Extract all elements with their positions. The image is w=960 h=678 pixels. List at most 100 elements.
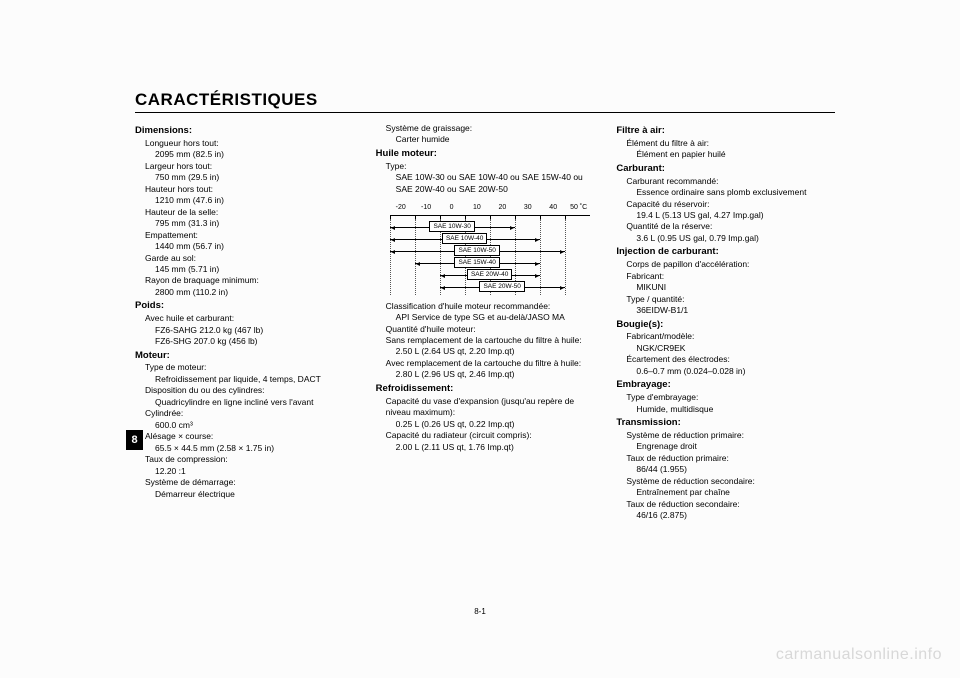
spec-value: Quadricylindre en ligne incliné vers l'a…: [135, 397, 354, 408]
spec-label: Disposition du ou des cylindres:: [135, 385, 354, 396]
spec-value: NGK/CR9EK: [616, 343, 835, 354]
spec-value: 36EIDW-B1/1: [616, 305, 835, 316]
spec-label: Quantité de la réserve:: [616, 221, 835, 232]
spec-label: Classification d'huile moteur recommandé…: [376, 301, 595, 312]
spec-value: 0.25 L (0.26 US qt, 0.22 Imp.qt): [376, 419, 595, 430]
axis-label: 20: [491, 203, 513, 212]
spec-label: Avec huile et carburant:: [135, 313, 354, 324]
col-2: Système de graissage: Carter humide Huil…: [376, 123, 595, 522]
spec-label: Fabricant/modèle:: [616, 331, 835, 342]
sect-transmission: Transmission:: [616, 417, 835, 430]
spec-value: 1210 mm (47.6 in): [135, 195, 354, 206]
spec-label: Quantité d'huile moteur:: [376, 324, 595, 335]
sect-bougie: Bougie(s):: [616, 319, 835, 332]
spec-value: API Service de type SG et au-delà/JASO M…: [376, 312, 595, 323]
spec-value: Engrenage droit: [616, 441, 835, 452]
spec-label: Garde au sol:: [135, 253, 354, 264]
spec-label: Alésage × course:: [135, 431, 354, 442]
spec-label: Taux de réduction secondaire:: [616, 499, 835, 510]
spec-value: 750 mm (29.5 in): [135, 172, 354, 183]
oil-bar-label: SAE 20W-40: [467, 269, 512, 280]
spec-label: Longueur hors tout:: [135, 138, 354, 149]
spec-label: Système de réduction primaire:: [616, 430, 835, 441]
oil-bar-label: SAE 10W-40: [442, 233, 487, 244]
spec-value: FZ6-SHG 207.0 kg (456 lb): [135, 336, 354, 347]
axis-label: -10: [415, 203, 437, 212]
axis-label: 10: [466, 203, 488, 212]
spec-label: Carburant recommandé:: [616, 176, 835, 187]
page-title: CARACTÉRISTIQUES: [135, 90, 835, 110]
spec-value: Entraînement par chaîne: [616, 487, 835, 498]
spec-value: SAE 10W-30 ou SAE 10W-40 ou SAE 15W-40 o…: [376, 172, 595, 195]
spec-label: Corps de papillon d'accélération:: [616, 259, 835, 270]
spec-label: Empattement:: [135, 230, 354, 241]
axis-label: 40: [542, 203, 564, 212]
oil-bar: SAE 15W-40: [415, 258, 540, 268]
spec-label: Système de démarrage:: [135, 477, 354, 488]
spec-label: Capacité du vase d'expansion (jusqu'au r…: [376, 396, 595, 419]
spec-label: Type / quantité:: [616, 294, 835, 305]
oil-bar: SAE 10W-40: [390, 234, 540, 244]
axis-label: 30: [517, 203, 539, 212]
oil-bar: SAE 20W-50: [440, 282, 565, 292]
spec-label: Taux de réduction primaire:: [616, 453, 835, 464]
sect-dimensions: Dimensions:: [135, 125, 354, 138]
spec-label: Système de réduction secondaire:: [616, 476, 835, 487]
spec-value: 795 mm (31.3 in): [135, 218, 354, 229]
spec-value: Démarreur électrique: [135, 489, 354, 500]
spec-value: Essence ordinaire sans plomb exclusiveme…: [616, 187, 835, 198]
chart-bars: SAE 10W-30SAE 10W-40SAE 10W-50SAE 15W-40…: [390, 219, 590, 295]
spec-value: 2.50 L (2.64 US qt, 2.20 Imp.qt): [376, 346, 595, 357]
spec-label: Type d'embrayage:: [616, 392, 835, 403]
spec-value: 12.20 :1: [135, 466, 354, 477]
spec-value: 600.0 cm³: [135, 420, 354, 431]
spec-value: 1440 mm (56.7 in): [135, 241, 354, 252]
spec-value: 19.4 L (5.13 US gal, 4.27 Imp.gal): [616, 210, 835, 221]
columns: Dimensions: Longueur hors tout:2095 mm (…: [135, 123, 835, 522]
spec-label: Hauteur de la selle:: [135, 207, 354, 218]
col-1: Dimensions: Longueur hors tout:2095 mm (…: [135, 123, 354, 522]
spec-value: Élément en papier huilé: [616, 149, 835, 160]
spec-value: MIKUNI: [616, 282, 835, 293]
spec-label: Rayon de braquage minimum:: [135, 275, 354, 286]
sect-embrayage: Embrayage:: [616, 379, 835, 392]
page-number: 8-1: [0, 607, 960, 616]
spec-value: 2095 mm (82.5 in): [135, 149, 354, 160]
spec-label: Type:: [376, 161, 595, 172]
sect-refroid: Refroidissement:: [376, 383, 595, 396]
spec-label: Largeur hors tout:: [135, 161, 354, 172]
sect-carburant: Carburant:: [616, 163, 835, 176]
oil-viscosity-chart: -20-10 01020 3040 50 ˚C SAE 10W-30SAE 10W-4…: [390, 203, 590, 294]
oil-bar: SAE 10W-50: [390, 246, 565, 256]
spec-label: Taux de compression:: [135, 454, 354, 465]
spec-label: Écartement des électrodes:: [616, 354, 835, 365]
oil-bar: SAE 10W-30: [390, 222, 515, 232]
oil-bar-label: SAE 20W-50: [479, 281, 524, 292]
axis-label: -20: [390, 203, 412, 212]
spec-label: Système de graissage:: [376, 123, 595, 134]
spec-value: 46/16 (2.875): [616, 510, 835, 521]
spec-label: Capacité du réservoir:: [616, 199, 835, 210]
spec-value: FZ6-SAHG 212.0 kg (467 lb): [135, 325, 354, 336]
oil-bar-label: SAE 10W-30: [429, 221, 474, 232]
spec-value: 65.5 × 44.5 mm (2.58 × 1.75 in): [135, 443, 354, 454]
sect-injection: Injection de carburant:: [616, 246, 835, 259]
oil-bar-label: SAE 10W-50: [454, 245, 499, 256]
spec-label: Cylindrée:: [135, 408, 354, 419]
spec-value: 0.6–0.7 mm (0.024–0.028 in): [616, 366, 835, 377]
oil-bar: SAE 20W-40: [440, 270, 540, 280]
page-body: CARACTÉRISTIQUES Dimensions: Longueur ho…: [135, 90, 835, 600]
axis-label: 50 ˚C: [568, 203, 590, 212]
spec-value: Carter humide: [376, 134, 595, 145]
sect-moteur: Moteur:: [135, 350, 354, 363]
title-rule: [135, 112, 835, 113]
spec-value: 86/44 (1.955): [616, 464, 835, 475]
spec-value: 2.80 L (2.96 US qt, 2.46 Imp.qt): [376, 369, 595, 380]
oil-bar-label: SAE 15W-40: [454, 257, 499, 268]
spec-value: Refroidissement par liquide, 4 temps, DA…: [135, 374, 354, 385]
sect-poids: Poids:: [135, 300, 354, 313]
spec-value: 2800 mm (110.2 in): [135, 287, 354, 298]
axis-label: 0: [441, 203, 463, 212]
spec-value: 145 mm (5.71 in): [135, 264, 354, 275]
spec-label: Fabricant:: [616, 271, 835, 282]
